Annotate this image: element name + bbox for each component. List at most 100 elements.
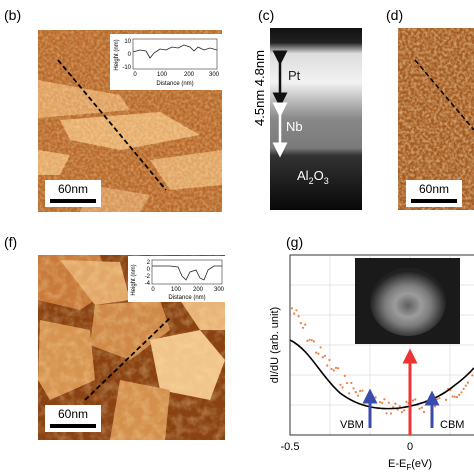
point bbox=[418, 407, 421, 410]
inset-xlabel: Distance (nm) bbox=[156, 81, 193, 87]
panel-label: (d) bbox=[386, 7, 403, 23]
point bbox=[319, 346, 322, 349]
x-tick-label: 0 bbox=[407, 441, 413, 453]
point bbox=[381, 401, 384, 404]
point bbox=[352, 387, 355, 390]
thickness-label: 4.5nm 4.8nm bbox=[252, 50, 267, 126]
fit-curve bbox=[289, 339, 474, 410]
point bbox=[341, 386, 344, 389]
point bbox=[317, 352, 320, 355]
inset-ytick: 0 bbox=[128, 52, 132, 58]
point bbox=[433, 405, 437, 408]
point bbox=[348, 392, 351, 395]
point bbox=[389, 412, 393, 415]
inset-ytick: -2 bbox=[145, 274, 151, 280]
inset-xtick: 300 bbox=[214, 287, 225, 293]
panel-label: (f) bbox=[4, 234, 17, 250]
scale-bar-label: 60nm bbox=[58, 407, 88, 421]
inset-xtick: 100 bbox=[157, 72, 168, 78]
point bbox=[400, 411, 404, 414]
point bbox=[359, 389, 362, 393]
inset-xtick: 0 bbox=[151, 287, 155, 293]
layer-label: Pt bbox=[288, 68, 301, 83]
point bbox=[451, 395, 454, 398]
point bbox=[361, 389, 364, 392]
inset-ytick: -10 bbox=[122, 65, 131, 71]
inset-xlabel: Distance (nm) bbox=[168, 295, 205, 301]
panel-label: (g) bbox=[286, 234, 303, 250]
point bbox=[466, 381, 470, 384]
x-axis-label: E-EF(eV) bbox=[388, 458, 432, 472]
point bbox=[403, 409, 406, 412]
inset-f: Height (nm) 2 0 -2 -4 0 100 200 300 Dist… bbox=[128, 256, 225, 302]
point bbox=[337, 367, 340, 370]
point bbox=[306, 339, 309, 342]
point bbox=[372, 398, 375, 401]
point bbox=[438, 397, 441, 400]
point bbox=[378, 401, 382, 404]
point bbox=[295, 309, 298, 312]
inset-xtick: 0 bbox=[133, 72, 137, 78]
point bbox=[414, 398, 417, 401]
inset-ytick: 0 bbox=[147, 267, 151, 273]
inset-ylabel: Height (nm) bbox=[131, 264, 137, 295]
point bbox=[308, 338, 311, 341]
inset-xtick: 200 bbox=[184, 72, 195, 78]
point bbox=[293, 312, 296, 315]
point bbox=[436, 398, 439, 401]
point bbox=[455, 395, 459, 399]
point bbox=[310, 339, 313, 342]
point bbox=[458, 393, 461, 396]
point bbox=[321, 356, 324, 359]
point bbox=[354, 391, 357, 394]
scale-bar-d: 60nm bbox=[406, 180, 462, 207]
point bbox=[299, 322, 302, 325]
stm-inset-ring bbox=[370, 268, 446, 336]
point bbox=[328, 358, 331, 362]
point bbox=[405, 400, 408, 403]
panel-label: (c) bbox=[258, 7, 274, 23]
point bbox=[332, 369, 335, 372]
point bbox=[334, 366, 338, 369]
point bbox=[323, 354, 327, 357]
point bbox=[383, 398, 386, 401]
point bbox=[304, 323, 307, 326]
scale-bar-b: 60nm bbox=[45, 180, 101, 207]
point bbox=[462, 387, 465, 390]
scale-bar-label: 60nm bbox=[419, 182, 449, 196]
scale-bar-label: 60nm bbox=[58, 182, 88, 196]
point bbox=[460, 391, 463, 394]
point bbox=[350, 381, 353, 384]
point bbox=[420, 406, 423, 409]
point bbox=[339, 383, 342, 386]
inset-xtick: 100 bbox=[171, 287, 182, 293]
point bbox=[374, 396, 377, 399]
inset-ylabel: Height (nm) bbox=[114, 39, 120, 70]
point bbox=[453, 395, 456, 398]
inset-ytick: -4 bbox=[145, 281, 151, 287]
annotation: VBM bbox=[340, 419, 364, 431]
point bbox=[392, 406, 395, 409]
y-axis-label: dI/dU (arb. unit) bbox=[269, 307, 281, 383]
point bbox=[471, 374, 474, 377]
inset-xtick: 300 bbox=[209, 72, 220, 78]
point bbox=[343, 374, 346, 377]
point bbox=[315, 351, 318, 354]
inset-ytick: 10 bbox=[124, 39, 131, 45]
point bbox=[387, 401, 390, 404]
point bbox=[464, 384, 467, 387]
point bbox=[385, 412, 388, 415]
scale-bar-f: 60nm bbox=[45, 405, 101, 432]
point bbox=[398, 405, 401, 408]
point bbox=[330, 367, 333, 371]
point bbox=[301, 326, 305, 329]
layer-label: Nb bbox=[286, 119, 303, 134]
annotation: CBM bbox=[440, 419, 464, 431]
inset-xtick: 200 bbox=[193, 287, 204, 293]
point bbox=[345, 382, 349, 385]
point bbox=[356, 394, 360, 397]
layer-label: Al2O3 bbox=[297, 168, 329, 186]
afm-image-d bbox=[398, 28, 474, 210]
spectrum-plot: VBM CBM bbox=[289, 254, 474, 436]
